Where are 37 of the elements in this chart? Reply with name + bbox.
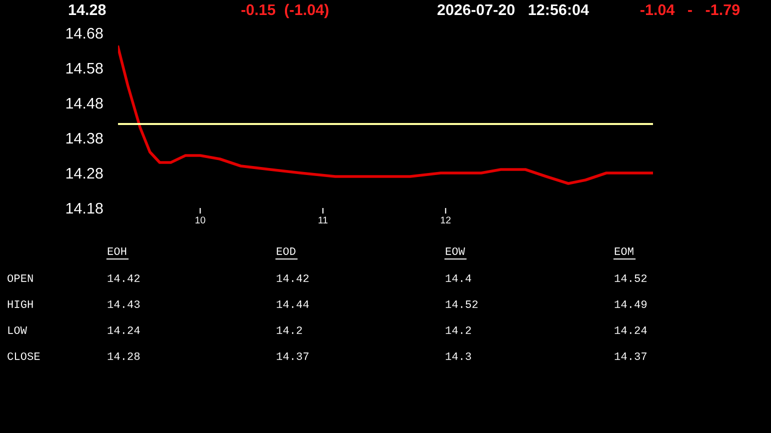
text: 14.42 [108, 274, 140, 282]
y-tick-label: 14.28 [66, 168, 103, 179]
x-tick-label: 10 [196, 216, 206, 224]
y-tick-label: 14.48 [66, 98, 103, 109]
text: -1.04 - -1.79 [640, 4, 740, 16]
text: 14.3 [446, 352, 471, 360]
text: EOW [446, 247, 465, 255]
x-tick-label: 12 [440, 216, 451, 224]
text: 14.44 [276, 300, 309, 308]
text: 14.37 [276, 352, 308, 360]
x-tick-label: 11 [318, 216, 328, 224]
text: 14.24 [614, 326, 647, 334]
y-tick-label: 14.18 [66, 202, 103, 214]
line-series [118, 46, 653, 185]
text: 2026-07-20 12:56:04 [438, 4, 589, 16]
y-tick-label: 14.68 [66, 28, 103, 39]
text: 14.43 [108, 300, 140, 308]
text: EOD [276, 247, 296, 255]
text: 14.4 [446, 274, 472, 282]
text: 14.52 [446, 300, 478, 308]
text: 14.42 [276, 274, 309, 282]
text: EOH [108, 247, 126, 255]
text: EOM [614, 247, 634, 255]
text: 14.52 [614, 274, 647, 282]
text: LOW [8, 326, 27, 334]
text: 14.49 [614, 300, 647, 308]
text: -0.15 (-1.04) [241, 4, 328, 18]
y-tick-label: 14.38 [66, 132, 103, 144]
text: 14.24 [108, 326, 140, 334]
text: HIGH [8, 300, 33, 308]
y-tick-label: 14.58 [66, 62, 103, 74]
text: 14.37 [614, 352, 646, 360]
text: CLOSE [8, 352, 40, 360]
text: 14.28 [108, 352, 140, 360]
text: 14.2 [446, 326, 471, 334]
text: OPEN [8, 274, 33, 282]
text: 14.2 [276, 326, 302, 334]
